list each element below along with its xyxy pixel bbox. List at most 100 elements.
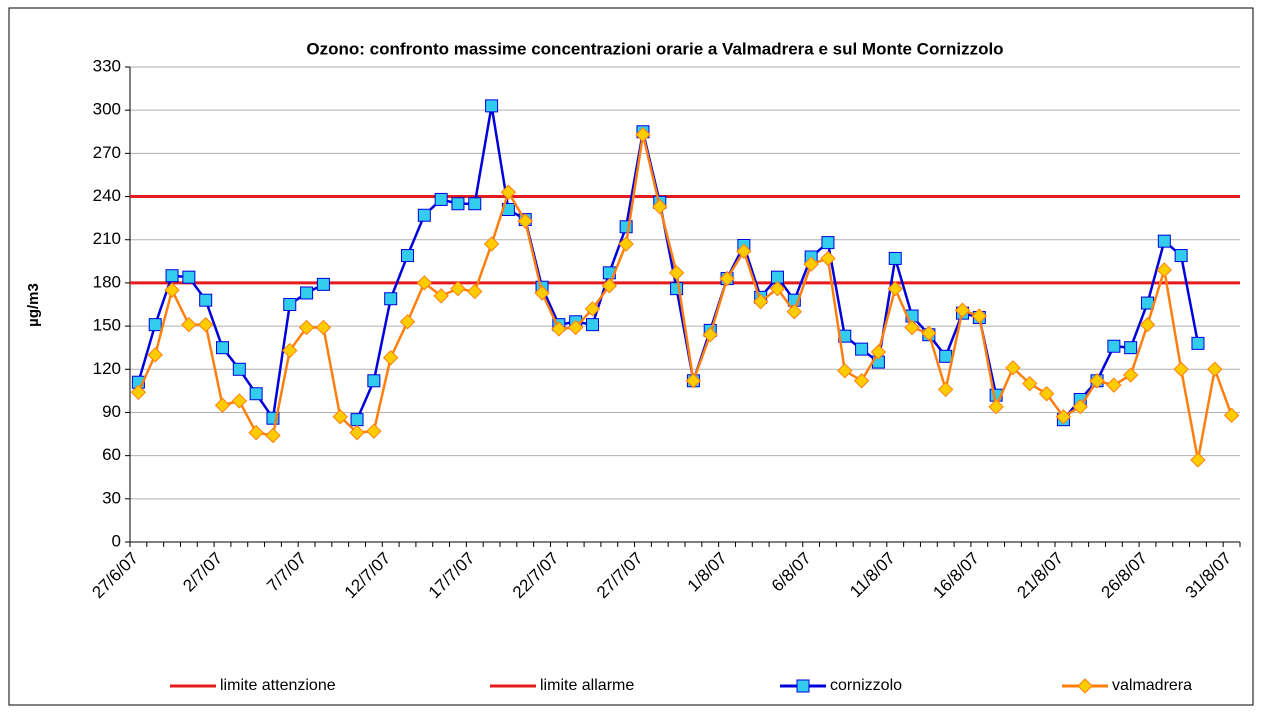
marker [1122,367,1139,383]
marker [216,341,229,355]
marker [702,327,718,343]
legend-label: cornizzolo [830,677,902,694]
marker [1089,373,1105,389]
marker [199,293,213,307]
marker [434,192,448,206]
marker [635,126,651,143]
marker [1022,375,1038,392]
marker [500,184,517,200]
marker [417,208,431,222]
marker [164,282,180,298]
marker [1156,262,1173,278]
marker [685,373,702,389]
marker [451,197,465,211]
marker [1106,377,1122,393]
marker [837,363,853,379]
marker [668,265,685,281]
y-axis-label: µg/m3 [25,283,42,327]
marker [586,318,599,332]
marker [921,325,937,341]
marker [1005,360,1021,376]
marker [1072,398,1088,415]
marker [231,393,248,409]
marker [197,316,214,333]
marker [1191,336,1205,350]
marker [401,249,414,263]
marker [888,251,902,265]
y-tick-label: 330 [93,56,121,75]
marker [467,283,483,300]
y-tick-label: 120 [93,359,121,378]
marker [937,381,954,398]
marker [165,269,179,283]
marker [584,301,601,317]
marker [1223,407,1240,424]
y-tick-label: 60 [102,445,121,464]
marker [652,198,668,215]
marker [384,292,398,306]
marker [551,321,567,337]
y-tick-label: 240 [93,186,121,205]
marker [130,384,147,401]
marker [517,213,533,229]
marker [567,319,584,336]
marker [954,302,971,318]
marker [315,319,332,336]
marker [618,236,634,252]
marker [350,413,364,427]
marker [870,344,887,360]
marker [601,278,618,294]
marker [939,349,953,363]
marker [382,350,399,366]
marker [853,373,870,389]
marker [1107,339,1121,353]
marker [971,308,988,324]
marker [1124,341,1138,355]
chart-title: Ozono: confronto massime concentrazioni … [306,39,1003,58]
marker [468,197,482,211]
marker [1157,234,1171,248]
chart-border [8,7,1254,706]
marker [719,270,735,287]
legend-label: valmadrera [1112,677,1192,694]
marker [349,424,365,441]
marker [332,409,348,425]
marker [282,342,298,359]
marker [887,280,903,297]
marker [433,288,449,304]
marker [534,285,550,301]
legend-label: limite attenzione [220,677,336,694]
y-tick-label: 180 [93,272,121,291]
legend-marker [796,679,810,693]
marker [214,397,231,413]
marker [147,347,163,363]
marker [1139,316,1156,333]
marker [248,424,264,441]
marker [300,286,314,300]
marker [366,423,382,439]
marker [298,319,315,336]
y-tick-label: 270 [93,143,121,162]
y-tick-label: 300 [93,100,121,119]
y-tick-label: 90 [102,402,121,421]
y-tick-label: 150 [93,316,121,335]
marker [232,362,246,376]
marker [904,319,920,336]
marker [1173,361,1189,377]
marker [399,314,416,330]
marker [416,275,433,291]
marker [1038,386,1055,402]
marker [820,250,836,267]
marker [855,342,869,356]
marker [483,236,500,252]
marker [1174,249,1188,263]
marker [450,280,466,297]
y-tick-label: 0 [112,531,121,550]
marker [752,293,769,310]
marker [182,270,196,284]
marker [821,236,835,250]
marker [265,427,281,444]
marker [803,256,819,272]
marker [148,318,162,332]
